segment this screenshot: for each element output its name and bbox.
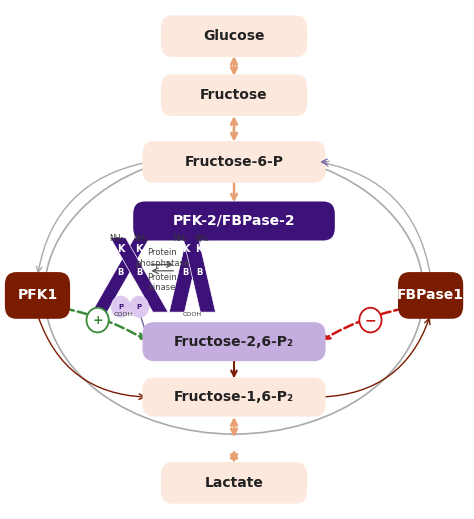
Text: Protein
phosphatase: Protein phosphatase [135, 248, 190, 268]
Text: COOH: COOH [183, 312, 202, 318]
Text: K: K [136, 244, 143, 254]
Text: Lactate: Lactate [205, 476, 264, 490]
Polygon shape [183, 238, 216, 312]
Text: Fructose-6-P: Fructose-6-P [184, 155, 283, 169]
Text: COOH: COOH [113, 312, 133, 318]
Text: P: P [137, 304, 142, 310]
Text: P: P [118, 304, 123, 310]
FancyBboxPatch shape [143, 141, 326, 183]
Circle shape [86, 308, 109, 332]
Text: Fructose-2,6-P₂: Fructose-2,6-P₂ [174, 335, 294, 349]
Polygon shape [169, 238, 202, 312]
Text: FBPase1: FBPase1 [397, 289, 464, 303]
Text: K: K [117, 244, 125, 254]
Text: Fructose-1,6-P₂: Fructose-1,6-P₂ [174, 390, 294, 404]
Text: +: + [92, 313, 103, 326]
Text: Protein
kinase: Protein kinase [147, 273, 177, 292]
Circle shape [111, 296, 130, 317]
Text: K: K [182, 244, 189, 254]
Polygon shape [92, 238, 150, 312]
Polygon shape [110, 238, 168, 312]
Text: B: B [196, 268, 202, 277]
FancyBboxPatch shape [161, 74, 307, 116]
Circle shape [359, 308, 382, 332]
Text: NH₂: NH₂ [133, 235, 148, 243]
FancyBboxPatch shape [398, 272, 463, 319]
Text: Fructose: Fructose [200, 88, 268, 102]
Text: PFK1: PFK1 [18, 289, 57, 303]
Circle shape [130, 296, 148, 317]
FancyBboxPatch shape [5, 272, 70, 319]
Text: −: − [365, 313, 376, 327]
Text: B: B [182, 268, 189, 277]
FancyBboxPatch shape [143, 378, 326, 417]
FancyBboxPatch shape [161, 462, 307, 503]
Text: NH₂: NH₂ [194, 235, 209, 243]
FancyBboxPatch shape [161, 16, 307, 57]
Text: NH₂: NH₂ [173, 235, 188, 243]
Text: Glucose: Glucose [203, 29, 265, 43]
Text: NH₂: NH₂ [109, 235, 123, 243]
Text: B: B [118, 268, 124, 277]
Text: K: K [196, 244, 203, 254]
FancyBboxPatch shape [143, 322, 326, 361]
Text: PFK-2/FBPase-2: PFK-2/FBPase-2 [173, 214, 295, 228]
FancyBboxPatch shape [133, 201, 335, 240]
Text: B: B [136, 268, 142, 277]
